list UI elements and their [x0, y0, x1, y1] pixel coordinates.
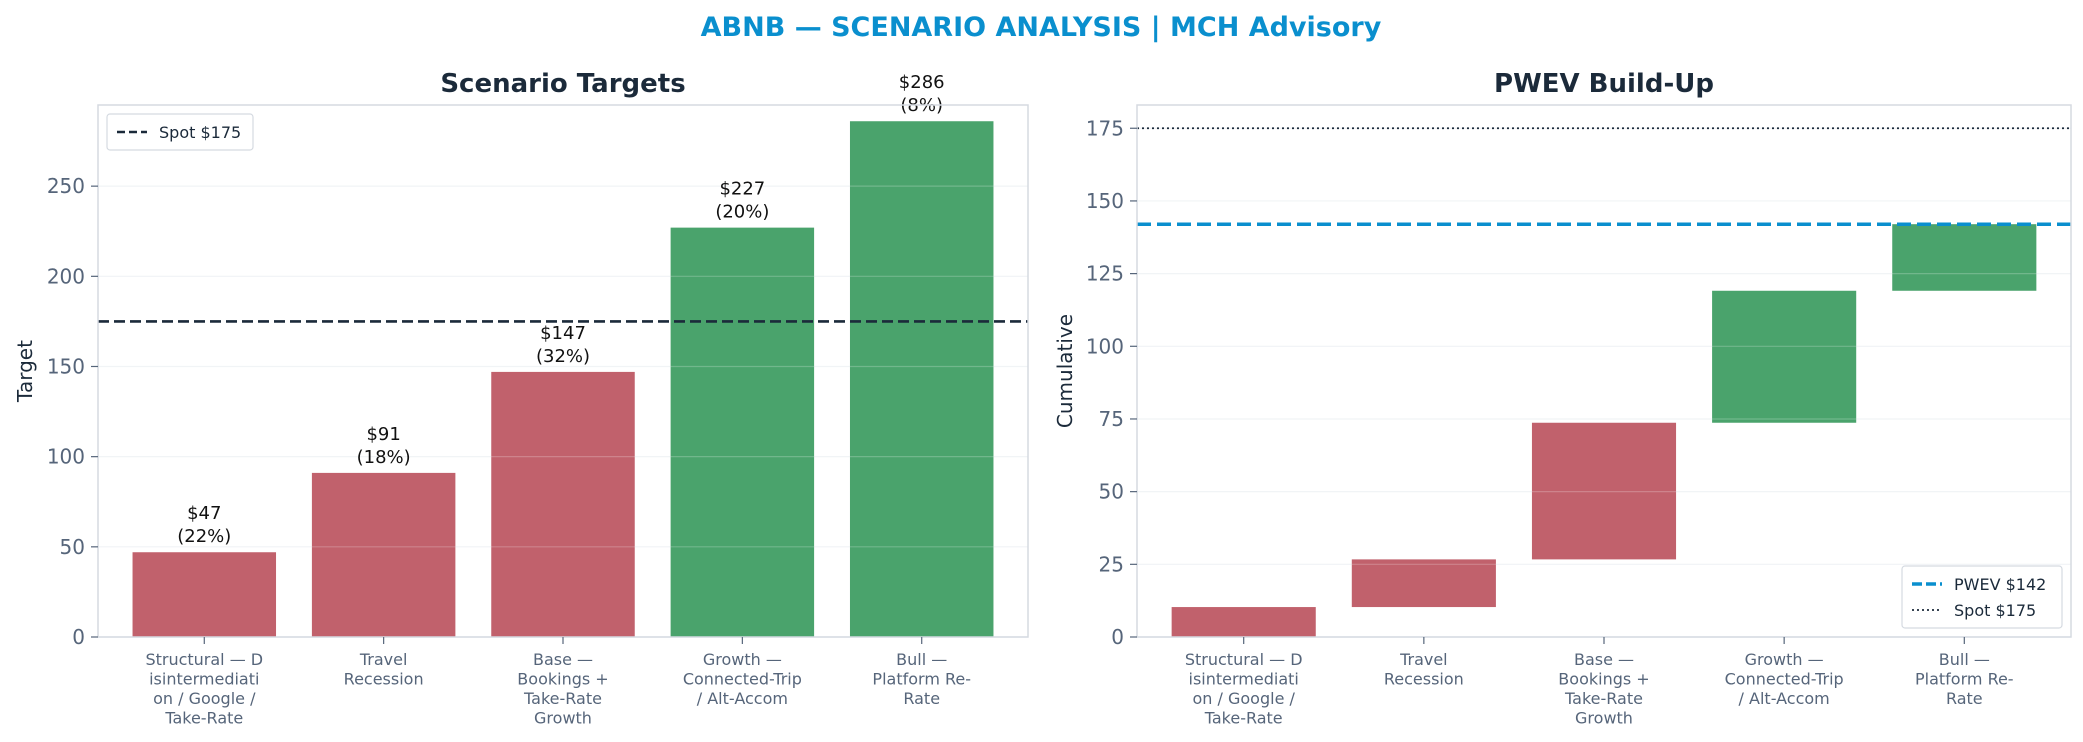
- data-label: $91 (18%): [357, 424, 411, 468]
- y-tick-label: 50: [60, 535, 85, 559]
- y-tick-label: 25: [1099, 552, 1124, 576]
- bar: [132, 552, 277, 637]
- bar: [1712, 290, 1857, 423]
- bar: [849, 121, 994, 637]
- bar: [491, 371, 635, 637]
- x-tick-label: Travel Recession: [344, 650, 424, 689]
- legend-label: Spot $175: [159, 123, 241, 142]
- legend-label: Spot $175: [1954, 601, 2036, 620]
- x-tick-label: Bull — Platform Re-Rate: [1915, 650, 2014, 708]
- y-tick-label: 0: [72, 625, 85, 649]
- y-tick-label: 200: [47, 264, 85, 288]
- y-tick-label: 250: [47, 174, 85, 198]
- y-tick-label: 175: [1086, 116, 1124, 140]
- bar: [670, 227, 815, 638]
- scenario-targets-chart: Scenario Targets $47 (22%) $91 (18%) $147 (32%…: [13, 69, 1029, 728]
- x-tick-label: Bull — Platform Re-Rate: [872, 650, 971, 708]
- legend-box: [1901, 565, 2063, 629]
- pwev-buildup-chart: PWEV Build-Up 0 25 50 75 100 125 150 175 Cumulati…: [1053, 69, 2072, 728]
- chart-title: PWEV Build-Up: [1494, 69, 1714, 99]
- y-tick-label: 150: [47, 354, 85, 378]
- y-tick-label: 125: [1086, 262, 1124, 286]
- bar: [1531, 422, 1677, 560]
- data-label: $147 (32%): [536, 323, 590, 367]
- y-tick-label: 50: [1099, 480, 1124, 504]
- legend-label: PWEV $142: [1954, 575, 2046, 594]
- bar: [1171, 607, 1316, 637]
- y-tick-label: 150: [1086, 189, 1124, 213]
- legend: PWEV $142 Spot $175: [1901, 565, 2063, 629]
- x-tick-label: Base — Bookings + Take-Rate Growth: [517, 650, 608, 728]
- y-tick-label: 75: [1099, 407, 1124, 431]
- data-label: $286 (8%): [899, 72, 945, 116]
- x-tick-label: Base — Bookings + Take-Rate Growth: [1558, 650, 1649, 728]
- bar: [311, 472, 456, 637]
- y-tick-label: 100: [1086, 334, 1124, 358]
- y-tick-label: 100: [47, 445, 85, 469]
- x-tick-label: Growth — Connected-Trip / Alt-Accom: [683, 650, 802, 708]
- bar: [1892, 224, 2037, 291]
- figure-title: ABNB — SCENARIO ANALYSIS | MCH Advisory: [701, 12, 1382, 43]
- legend-box: [106, 113, 254, 151]
- legend: Spot $175: [106, 113, 254, 151]
- bar: [1351, 559, 1496, 608]
- x-tick-label: Growth — Connected-Trip / Alt-Accom: [1725, 650, 1844, 708]
- data-label: $47 (22%): [177, 503, 231, 547]
- x-tick-label: Travel Recession: [1384, 650, 1464, 689]
- y-tick-label: 0: [1111, 625, 1124, 649]
- y-axis-label: Cumulative: [1053, 314, 1077, 428]
- chart-title: Scenario Targets: [440, 69, 685, 99]
- y-axis-label: Target: [13, 340, 37, 403]
- data-label: $227 (20%): [715, 179, 769, 223]
